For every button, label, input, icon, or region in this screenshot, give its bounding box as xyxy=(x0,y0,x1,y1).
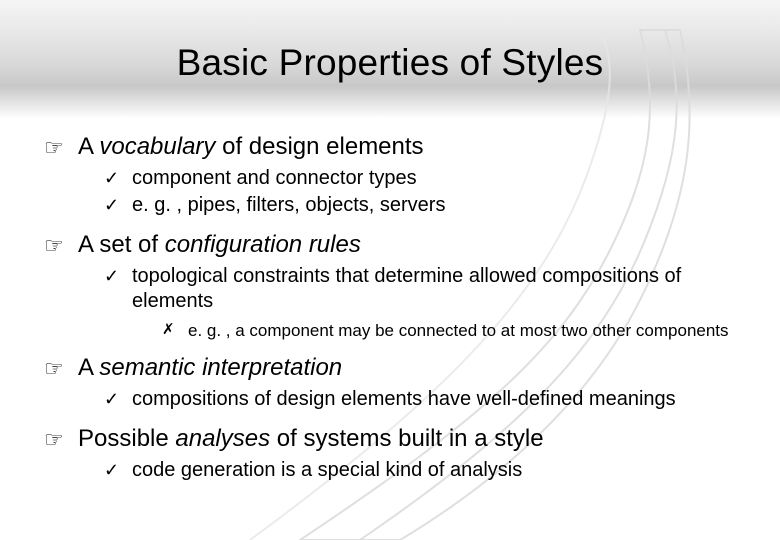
slide: Basic Properties of Styles ☞ A vocabular… xyxy=(0,0,780,540)
pointing-hand-icon: ☞ xyxy=(44,230,78,260)
slide-content: ☞ A vocabulary of design elements ✓ comp… xyxy=(44,132,736,485)
bullet-text: Possible analyses of systems built in a … xyxy=(78,424,736,454)
check-icon: ✓ xyxy=(104,193,132,217)
pointing-hand-icon: ☞ xyxy=(44,132,78,162)
bullet-text: code generation is a special kind of ana… xyxy=(132,458,736,483)
bullet-lvl1: ☞ A set of configuration rules xyxy=(44,230,736,260)
slide-title: Basic Properties of Styles xyxy=(0,42,780,84)
x-mark-icon: ✗ xyxy=(162,320,188,340)
pointing-hand-icon: ☞ xyxy=(44,424,78,454)
bullet-text: A semantic interpretation xyxy=(78,353,736,383)
check-icon: ✓ xyxy=(104,458,132,482)
check-icon: ✓ xyxy=(104,387,132,411)
bullet-text: e. g. , a component may be connected to … xyxy=(188,320,736,341)
bullet-lvl2: ✓ component and connector types xyxy=(104,166,736,191)
bullet-text: e. g. , pipes, filters, objects, servers xyxy=(132,193,736,218)
bullet-lvl1: ☞ Possible analyses of systems built in … xyxy=(44,424,736,454)
check-icon: ✓ xyxy=(104,166,132,190)
check-icon: ✓ xyxy=(104,264,132,288)
bullet-lvl2: ✓ compositions of design elements have w… xyxy=(104,387,736,412)
bullet-text: A vocabulary of design elements xyxy=(78,132,736,162)
bullet-text: topological constraints that determine a… xyxy=(132,264,736,314)
bullet-lvl2: ✓ code generation is a special kind of a… xyxy=(104,458,736,483)
bullet-lvl2: ✓ e. g. , pipes, filters, objects, serve… xyxy=(104,193,736,218)
bullet-text: A set of configuration rules xyxy=(78,230,736,260)
bullet-lvl1: ☞ A vocabulary of design elements xyxy=(44,132,736,162)
bullet-text: component and connector types xyxy=(132,166,736,191)
pointing-hand-icon: ☞ xyxy=(44,353,78,383)
bullet-lvl1: ☞ A semantic interpretation xyxy=(44,353,736,383)
bullet-lvl3: ✗ e. g. , a component may be connected t… xyxy=(162,320,736,341)
bullet-lvl2: ✓ topological constraints that determine… xyxy=(104,264,736,314)
bullet-text: compositions of design elements have wel… xyxy=(132,387,736,412)
